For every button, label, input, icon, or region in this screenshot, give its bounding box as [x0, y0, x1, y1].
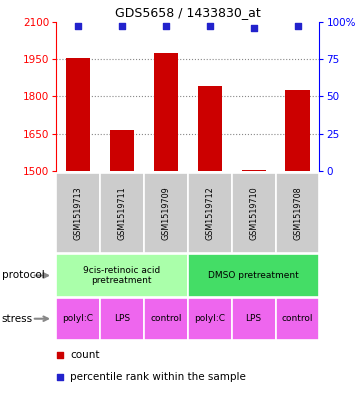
Text: GSM1519709: GSM1519709	[161, 186, 170, 240]
Title: GDS5658 / 1433830_at: GDS5658 / 1433830_at	[115, 6, 261, 19]
Point	[75, 23, 81, 29]
Text: protocol: protocol	[2, 270, 44, 281]
Text: GSM1519708: GSM1519708	[293, 186, 302, 240]
Bar	[197, 86, 222, 171]
Bar	[56, 298, 100, 340]
Text: GSM1519712: GSM1519712	[205, 186, 214, 240]
Bar	[275, 298, 319, 340]
Bar	[66, 58, 90, 171]
Point	[119, 23, 125, 29]
Text: GSM1519713: GSM1519713	[73, 186, 82, 240]
Point	[251, 24, 257, 31]
Bar	[100, 298, 144, 340]
Point	[295, 23, 300, 29]
Point	[207, 23, 213, 29]
Text: control: control	[150, 314, 182, 323]
Text: GSM1519711: GSM1519711	[117, 186, 126, 240]
Bar	[56, 254, 188, 297]
Text: count: count	[70, 350, 100, 360]
Bar	[232, 173, 275, 253]
Text: polyI:C: polyI:C	[62, 314, 93, 323]
Text: stress: stress	[2, 314, 33, 324]
Bar	[188, 173, 232, 253]
Bar	[188, 298, 232, 340]
Point	[163, 23, 169, 29]
Bar	[144, 298, 188, 340]
Bar	[188, 254, 319, 297]
Bar	[154, 53, 178, 171]
Text: DMSO pretreatment: DMSO pretreatment	[208, 271, 299, 280]
Text: polyI:C: polyI:C	[194, 314, 225, 323]
Bar	[286, 90, 310, 171]
Bar	[110, 130, 134, 171]
Bar	[144, 173, 188, 253]
Text: LPS: LPS	[114, 314, 130, 323]
Text: GSM1519710: GSM1519710	[249, 186, 258, 240]
Text: percentile rank within the sample: percentile rank within the sample	[70, 372, 246, 382]
Bar	[56, 173, 100, 253]
Bar	[100, 173, 144, 253]
Bar	[275, 173, 319, 253]
Text: control: control	[282, 314, 313, 323]
Point	[57, 374, 63, 380]
Text: LPS: LPS	[245, 314, 262, 323]
Bar	[232, 298, 275, 340]
Text: 9cis-retinoic acid
pretreatment: 9cis-retinoic acid pretreatment	[83, 266, 160, 285]
Point	[57, 352, 63, 358]
